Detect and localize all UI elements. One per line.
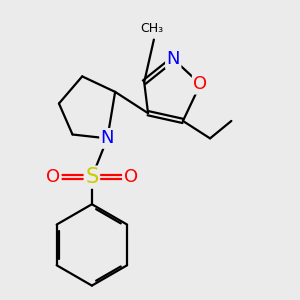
Text: S: S — [85, 167, 98, 187]
Text: CH₃: CH₃ — [140, 22, 164, 34]
Text: O: O — [46, 168, 60, 186]
Text: O: O — [193, 75, 207, 93]
Text: N: N — [100, 129, 114, 147]
Text: N: N — [167, 50, 180, 68]
Text: O: O — [124, 168, 138, 186]
